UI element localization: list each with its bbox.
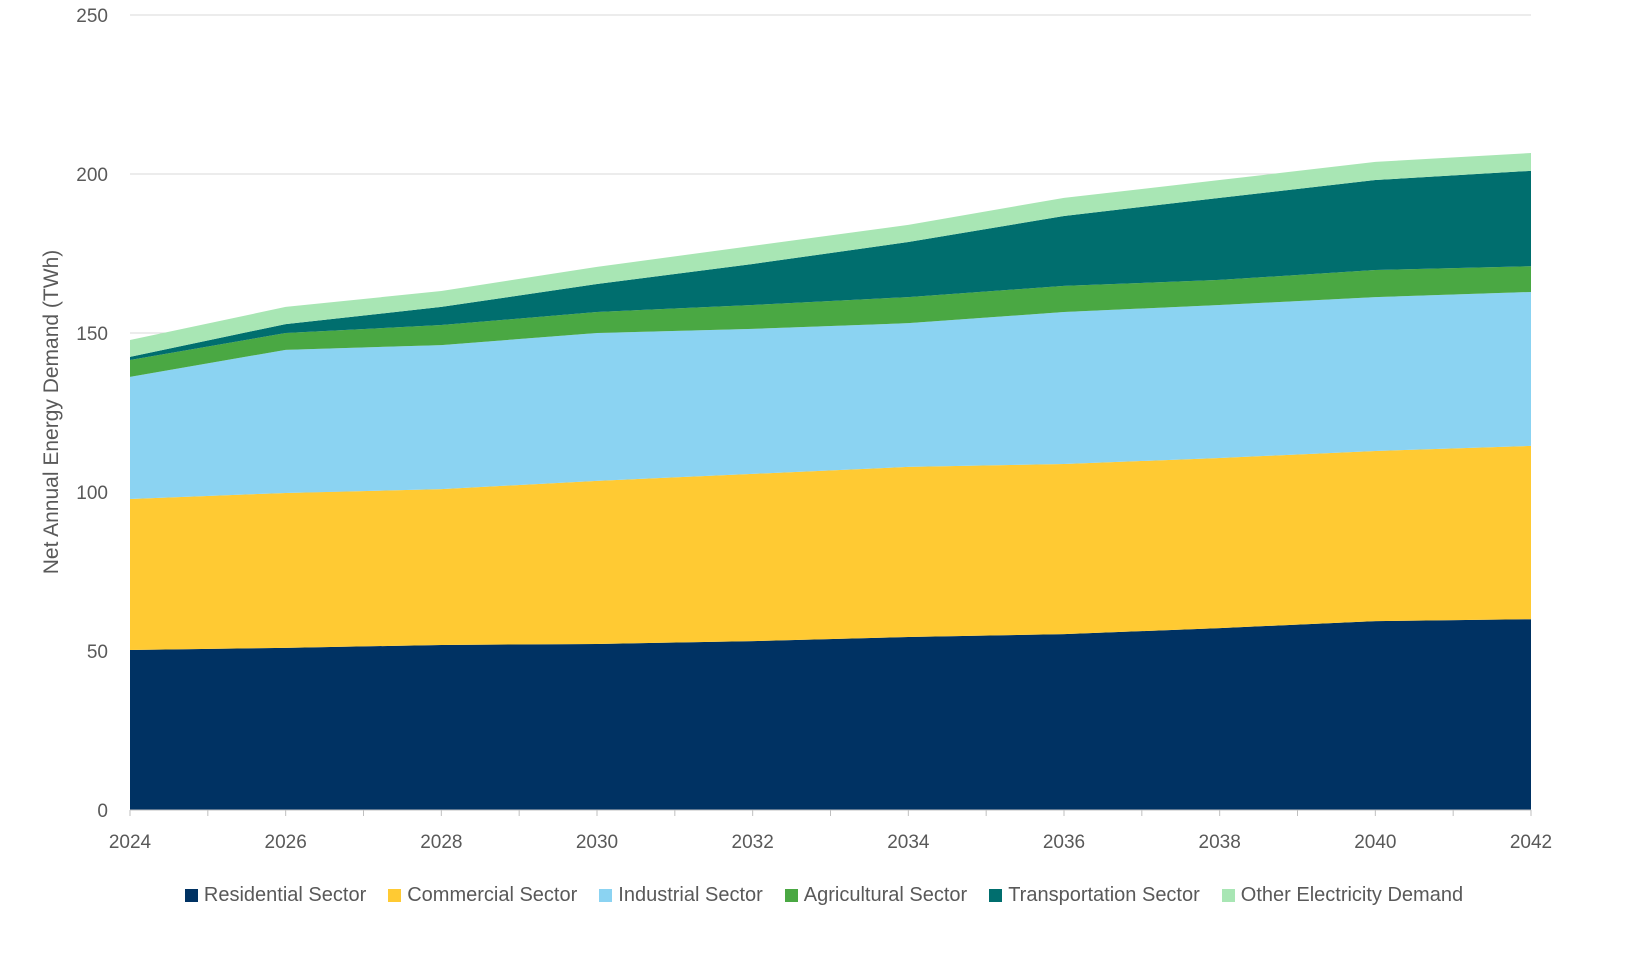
axes: 0 50 100 150 200 250 2024 2026 2028 2030 2032 2034 2… [76,6,1552,853]
legend-swatch [184,889,198,902]
y-tick-label: 50 [87,642,108,663]
y-tick-label: 150 [76,324,108,345]
area-agricultural-sector [130,266,1531,377]
legend-label: Commercial Sector [407,884,578,906]
x-tick-label: 2024 [109,832,152,853]
legend-item: Commercial Sector [388,884,577,907]
x-tick-label: 2028 [420,832,462,853]
area-other-electricity-demand [130,153,1531,357]
y-tick-label: 0 [97,801,108,822]
x-tick-label: 2034 [887,832,930,853]
y-tick-label: 250 [76,6,108,27]
stacked-area-chart: 0 50 100 150 200 250 2024 2026 2028 2030 2032 2034 2… [40,6,1552,853]
x-tick-label: 2030 [576,832,618,853]
area-commercial-sector [130,445,1531,651]
legend-label: Other Electricity Demand [1240,884,1464,906]
legend-item: Industrial Sector [599,884,763,907]
legend-label: Transportation Sector [1008,884,1200,906]
area-residential-sector [130,619,1531,810]
x-tick-label: 2040 [1354,832,1396,853]
legend: Residential Sector Commercial Sector Indus… [0,884,1648,907]
x-tick-label: 2038 [1199,832,1241,853]
x-tick-label: 2026 [265,832,307,853]
legend-swatch [989,889,1003,902]
legend-swatch [1221,889,1235,902]
y-tick-label: 100 [76,483,108,504]
area-industrial-sector [130,291,1531,499]
legend-item: Agricultural Sector [784,884,968,907]
area-series [130,153,1531,810]
legend-item: Other Electricity Demand [1221,884,1464,907]
y-axis-label: Net Annual Energy Demand (TWh) [40,250,63,574]
legend-item: Residential Sector [184,884,367,907]
x-tick-label: 2032 [732,832,774,853]
legend-label: Residential Sector [203,884,367,906]
legend-label: Agricultural Sector [803,884,968,906]
x-tick-label: 2036 [1043,832,1085,853]
y-tick-label: 200 [76,165,108,186]
legend-swatch [599,889,613,902]
legend-swatch [388,889,402,902]
legend-label: Industrial Sector [618,884,763,906]
area-transportation-sector [130,170,1531,361]
x-tick-label: 2042 [1510,832,1552,853]
legend-item: Transportation Sector [989,884,1200,907]
legend-swatch [784,889,798,902]
